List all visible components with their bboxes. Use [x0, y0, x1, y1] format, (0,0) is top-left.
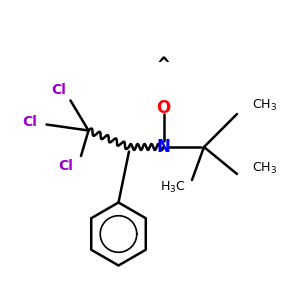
Text: CH$_3$: CH$_3$ — [252, 160, 277, 175]
Text: Cl: Cl — [22, 115, 38, 128]
Text: H$_3$C: H$_3$C — [160, 180, 186, 195]
Text: ^: ^ — [158, 56, 169, 76]
Text: CH$_3$: CH$_3$ — [252, 98, 277, 112]
Text: O: O — [156, 99, 171, 117]
Text: N: N — [157, 138, 170, 156]
Text: Cl: Cl — [58, 160, 74, 173]
Text: Cl: Cl — [51, 83, 66, 97]
